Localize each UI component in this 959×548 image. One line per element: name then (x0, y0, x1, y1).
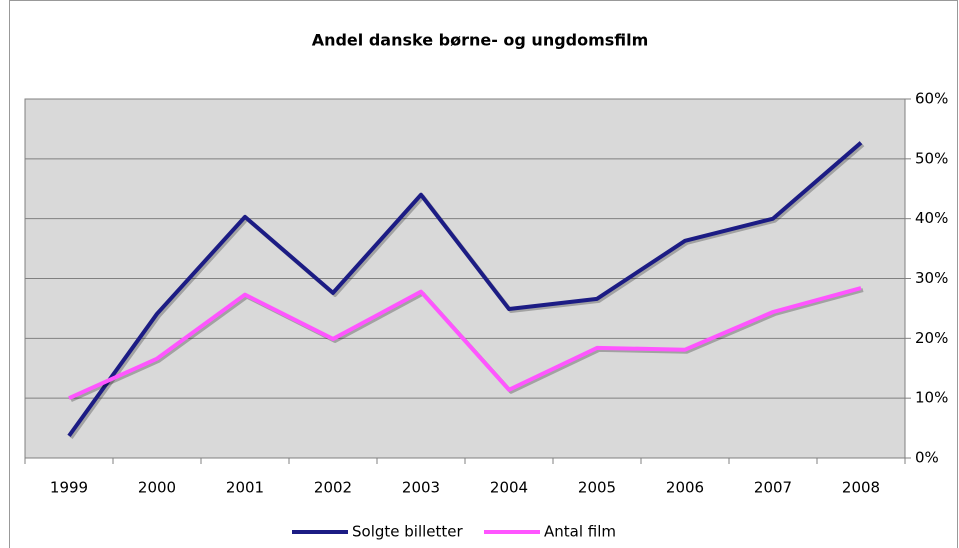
y-tick-label: 0% (915, 449, 939, 467)
line (68, 286, 862, 400)
x-tick-label: 1999 (50, 479, 88, 497)
x-tick-label: 2007 (754, 479, 792, 497)
legend-label: Solgte billetter (352, 523, 464, 541)
x-tick-label: 2008 (842, 479, 880, 497)
y-tick-label: 20% (915, 329, 948, 347)
chart-title: Andel danske børne- og ungdomsfilm (312, 31, 649, 50)
x-tick-label: 2001 (226, 479, 264, 497)
x-tick-label: 2000 (138, 479, 176, 497)
y-tick-label: 40% (915, 209, 948, 227)
y-tick-label: 10% (915, 389, 948, 407)
line (67, 141, 863, 438)
x-tick-label: 2005 (578, 479, 616, 497)
y-tick-label: 50% (915, 149, 948, 167)
x-tick-label: 2003 (402, 479, 440, 497)
x-tick-label: 2002 (314, 479, 352, 497)
x-tick-label: 2004 (490, 479, 528, 497)
x-tick-label: 2006 (666, 479, 704, 497)
y-tick-label: 60% (915, 90, 948, 108)
legend-label: Antal film (544, 523, 616, 541)
y-tick-label: 30% (915, 269, 948, 287)
